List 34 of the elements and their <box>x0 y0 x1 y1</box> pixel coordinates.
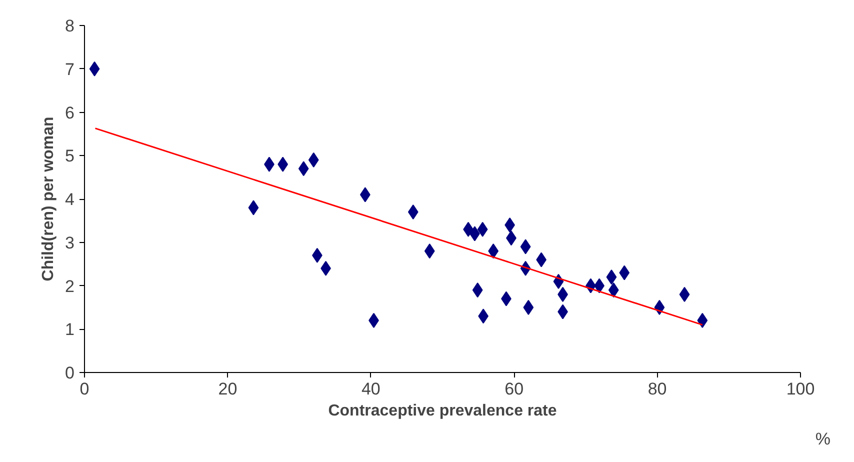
y-tick-label: 3 <box>65 233 75 252</box>
y-axis-title: Child(ren) per woman <box>40 116 58 282</box>
y-tick-label: 1 <box>65 320 75 340</box>
point <box>89 61 100 76</box>
point <box>424 244 435 259</box>
point <box>477 222 488 237</box>
point <box>606 270 617 285</box>
point <box>248 200 259 216</box>
y-tick-label: 8 <box>65 16 75 36</box>
x-tick-label: 80 <box>648 380 667 398</box>
x-tick-label: 40 <box>361 380 380 398</box>
point <box>298 161 309 176</box>
x-axis-title: Contraceptive prevalence rate <box>328 402 557 420</box>
y-tick-label: 7 <box>65 60 75 79</box>
point <box>308 152 319 168</box>
point <box>488 244 499 259</box>
point <box>472 282 483 298</box>
y-tick-label: 2 <box>65 276 75 296</box>
y-tick-label: 5 <box>65 146 75 166</box>
point <box>523 300 534 315</box>
point <box>408 204 418 220</box>
y-tick-label: 6 <box>65 103 75 122</box>
point <box>608 282 619 298</box>
x-tick-label: 60 <box>504 380 524 398</box>
y-tick-label: 0 <box>65 364 75 382</box>
x-tick-label: 0 <box>80 380 90 398</box>
x-tick-label: 100 <box>786 380 815 398</box>
point <box>619 265 630 280</box>
y-tick-label: 4 <box>65 190 75 209</box>
text: % <box>815 430 831 448</box>
point <box>520 239 531 254</box>
point <box>697 312 708 328</box>
point <box>679 286 690 302</box>
x-tick-label: 20 <box>218 380 238 398</box>
